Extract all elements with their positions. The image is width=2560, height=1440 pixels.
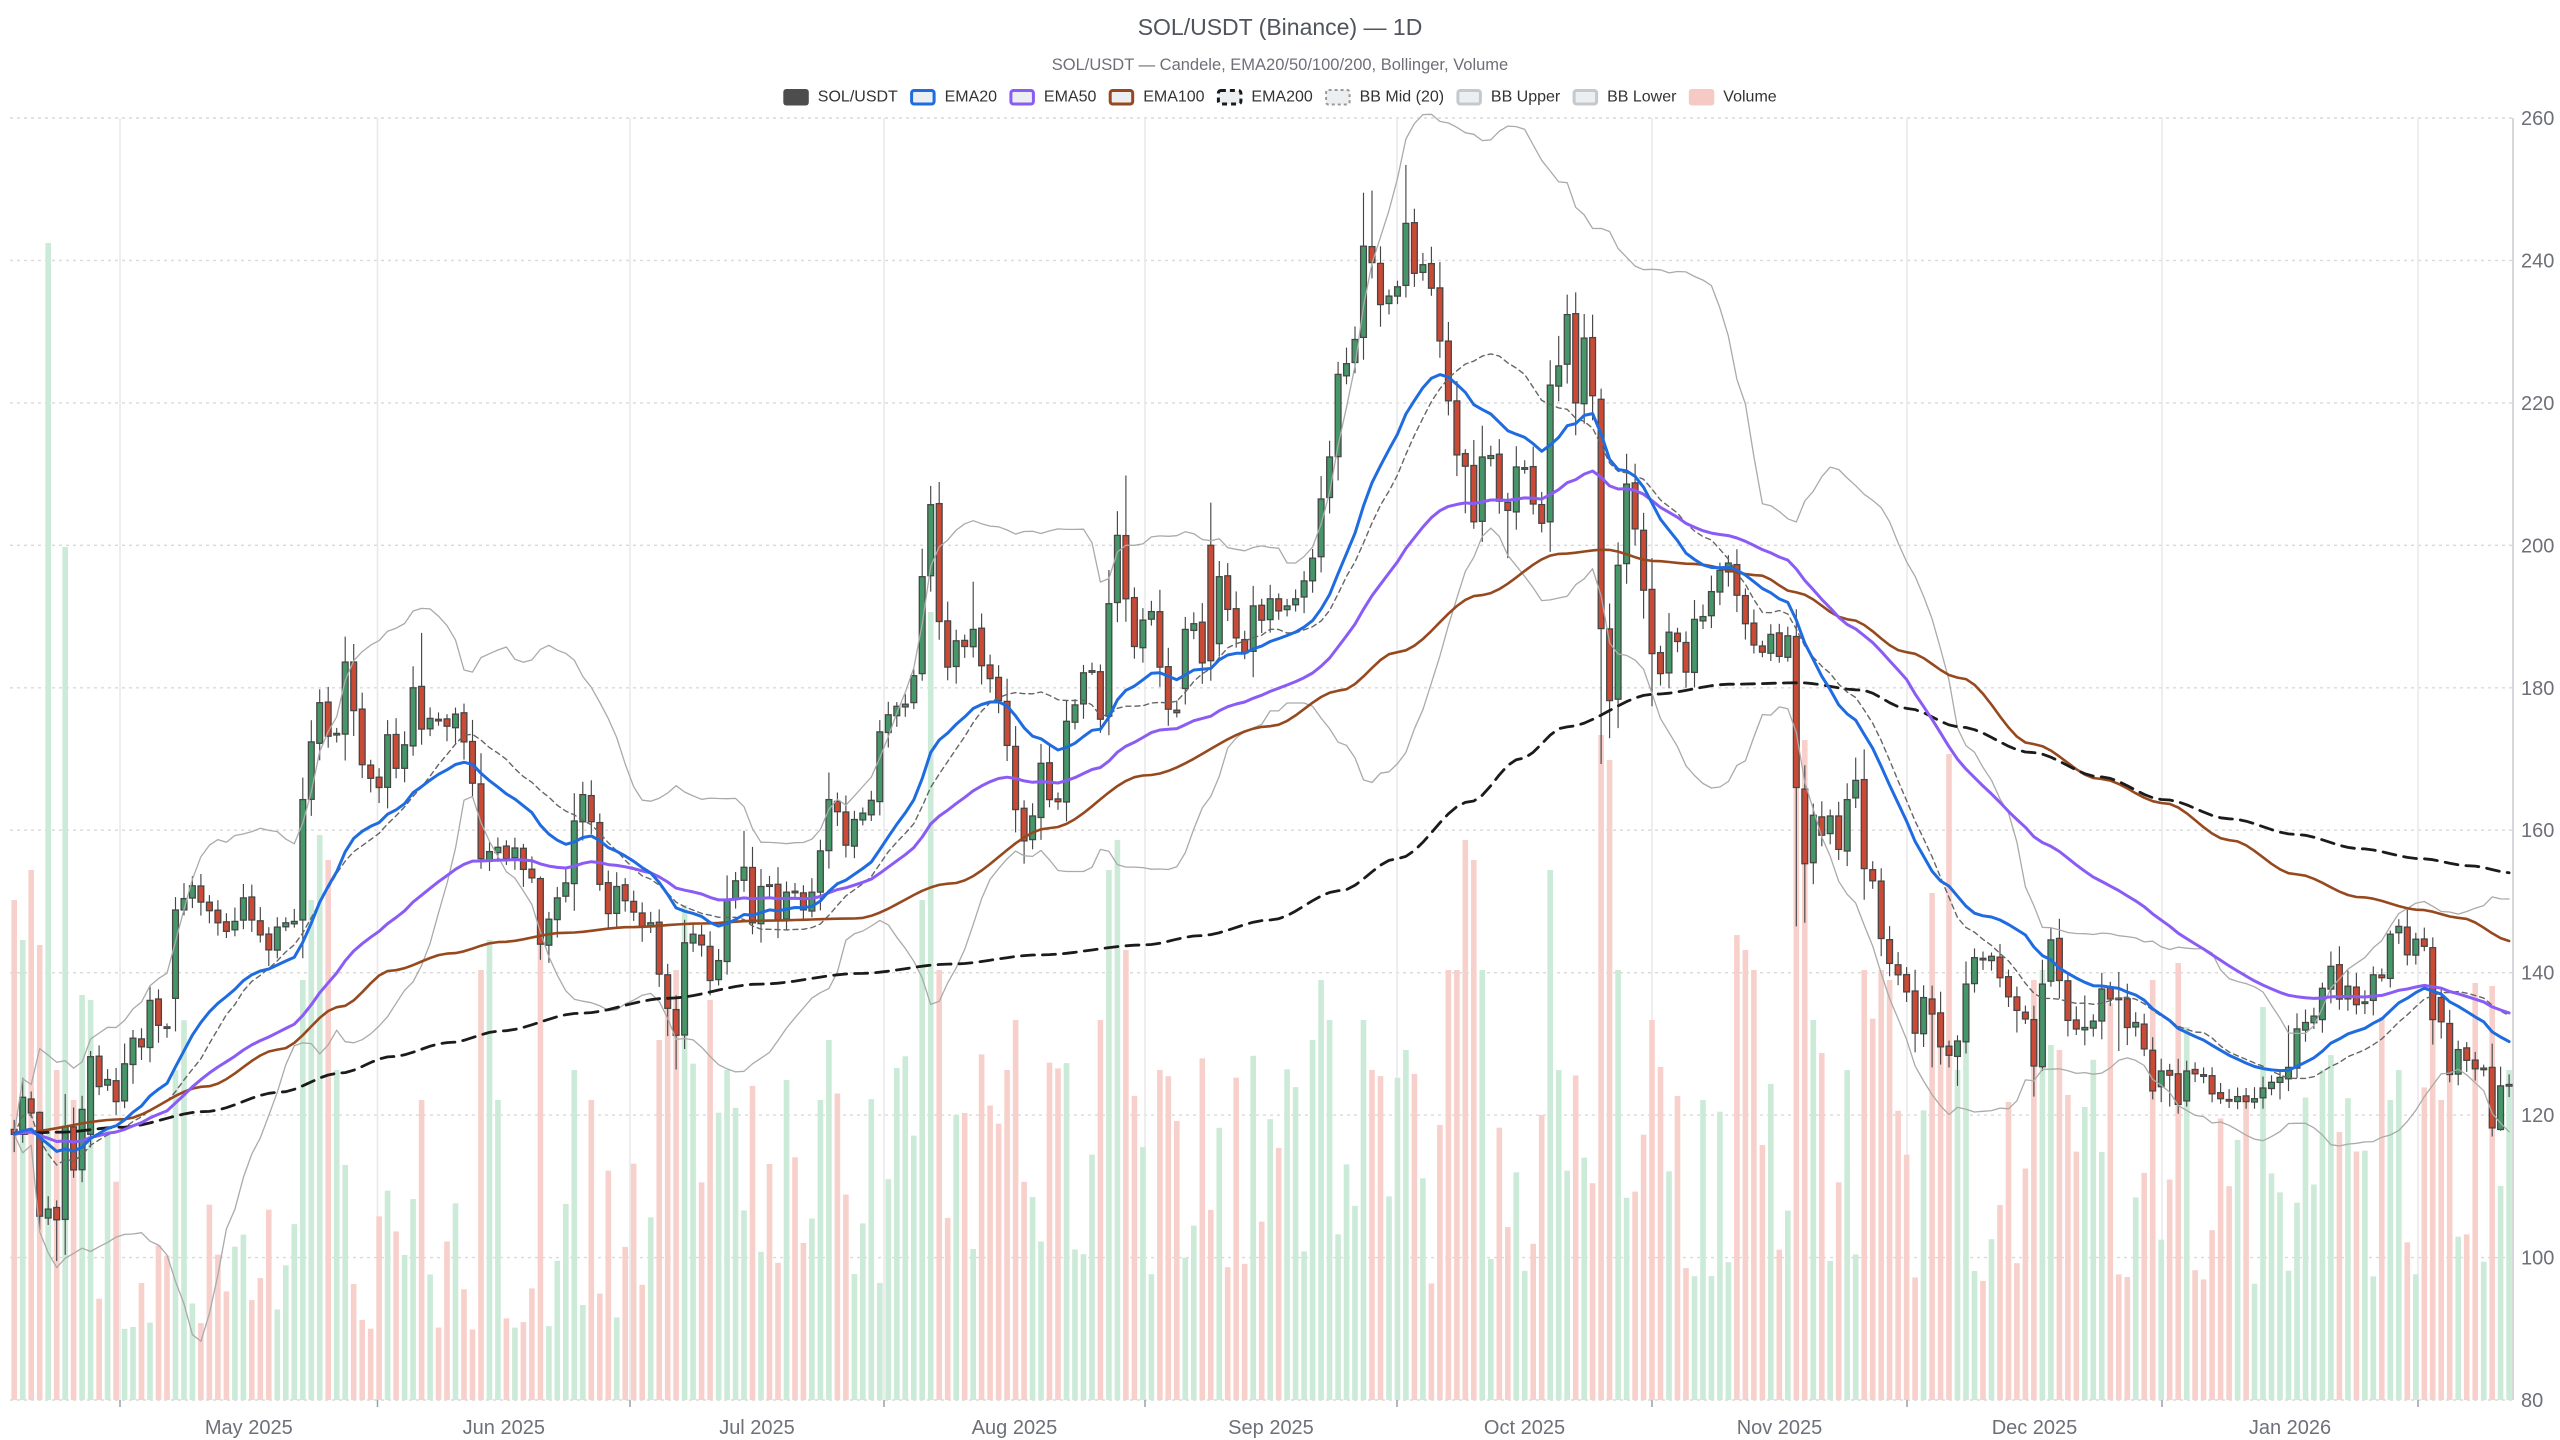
- svg-text:Jun 2025: Jun 2025: [463, 1417, 545, 1439]
- svg-text:80: 80: [2521, 1390, 2543, 1412]
- svg-text:EMA200: EMA200: [1251, 89, 1312, 106]
- svg-text:Jan 2026: Jan 2026: [2249, 1417, 2331, 1439]
- svg-text:160: 160: [2521, 820, 2554, 842]
- svg-text:EMA20: EMA20: [945, 89, 998, 106]
- svg-text:SOL/USDT: SOL/USDT: [818, 89, 898, 106]
- svg-text:Dec 2025: Dec 2025: [1992, 1417, 2078, 1439]
- svg-text:240: 240: [2521, 250, 2554, 272]
- svg-text:140: 140: [2521, 963, 2554, 985]
- svg-text:Sep 2025: Sep 2025: [1228, 1417, 1314, 1439]
- svg-text:Nov 2025: Nov 2025: [1737, 1417, 1823, 1439]
- svg-text:220: 220: [2521, 393, 2554, 415]
- svg-text:180: 180: [2521, 678, 2554, 700]
- svg-text:Jul 2025: Jul 2025: [719, 1417, 795, 1439]
- svg-text:EMA50: EMA50: [1044, 89, 1097, 106]
- svg-text:Oct 2025: Oct 2025: [1484, 1417, 1565, 1439]
- svg-text:200: 200: [2521, 535, 2554, 557]
- svg-text:Aug 2025: Aug 2025: [972, 1417, 1058, 1439]
- svg-text:May 2025: May 2025: [205, 1417, 293, 1439]
- svg-text:120: 120: [2521, 1105, 2554, 1127]
- svg-text:260: 260: [2521, 108, 2554, 130]
- svg-text:BB Mid (20): BB Mid (20): [1360, 89, 1444, 106]
- svg-text:BB Lower: BB Lower: [1607, 89, 1677, 106]
- svg-text:SOL/USDT (Binance) — 1D: SOL/USDT (Binance) — 1D: [1138, 14, 1423, 40]
- svg-text:Volume: Volume: [1723, 89, 1776, 106]
- svg-text:SOL/USDT — Candele, EMA20/50/1: SOL/USDT — Candele, EMA20/50/100/200, Bo…: [1052, 56, 1508, 74]
- svg-text:EMA100: EMA100: [1143, 89, 1204, 106]
- svg-text:BB Upper: BB Upper: [1491, 89, 1561, 106]
- svg-text:100: 100: [2521, 1248, 2554, 1270]
